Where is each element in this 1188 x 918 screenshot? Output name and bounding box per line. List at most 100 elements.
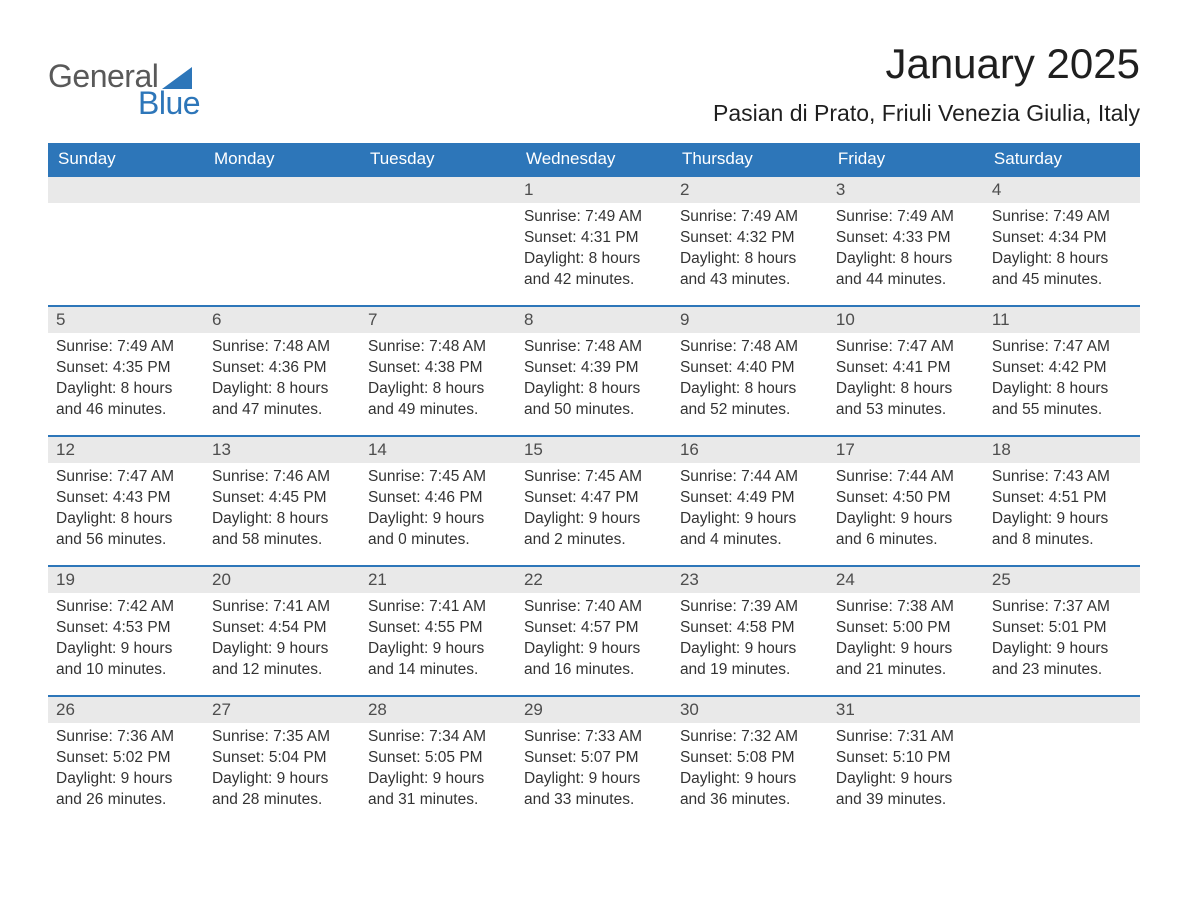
weekday-header: Friday xyxy=(828,143,984,176)
sunrise-value: 7:47 AM xyxy=(117,468,174,485)
day-details: Sunrise: 7:42 AMSunset: 4:53 PMDaylight:… xyxy=(48,593,204,689)
sunrise-line: Sunrise: 7:48 AM xyxy=(212,337,352,358)
daylight-hours: 9 xyxy=(277,770,286,787)
calendar-cell: 22Sunrise: 7:40 AMSunset: 4:57 PMDayligh… xyxy=(516,566,672,696)
sunrise-label: Sunrise: xyxy=(524,468,585,485)
sunrise-line: Sunrise: 7:47 AM xyxy=(56,467,196,488)
daylight-hours: 8 xyxy=(1057,380,1066,397)
daylight-label: Daylight: xyxy=(680,250,745,267)
daylight-hours: 8 xyxy=(277,510,286,527)
day-details: Sunrise: 7:41 AMSunset: 4:54 PMDaylight:… xyxy=(204,593,360,689)
sunrise-line: Sunrise: 7:32 AM xyxy=(680,727,820,748)
day-number-bar: 12 xyxy=(48,437,204,463)
daylight-label: Daylight: xyxy=(212,640,277,657)
calendar-cell: 27Sunrise: 7:35 AMSunset: 5:04 PMDayligh… xyxy=(204,696,360,826)
calendar-cell: 12Sunrise: 7:47 AMSunset: 4:43 PMDayligh… xyxy=(48,436,204,566)
daylight-hours: 9 xyxy=(745,770,754,787)
sunrise-line: Sunrise: 7:44 AM xyxy=(836,467,976,488)
calendar-cell: 4Sunrise: 7:49 AMSunset: 4:34 PMDaylight… xyxy=(984,176,1140,306)
calendar-cell: 29Sunrise: 7:33 AMSunset: 5:07 PMDayligh… xyxy=(516,696,672,826)
weekday-header: Monday xyxy=(204,143,360,176)
calendar-cell: 9Sunrise: 7:48 AMSunset: 4:40 PMDaylight… xyxy=(672,306,828,436)
sunrise-value: 7:41 AM xyxy=(429,598,486,615)
weekday-header: Sunday xyxy=(48,143,204,176)
day-number-bar: 27 xyxy=(204,697,360,723)
daylight-label: Daylight: xyxy=(524,510,589,527)
daylight-line: Daylight: 8 hoursand 46 minutes. xyxy=(56,379,196,421)
daylight-line: Daylight: 9 hoursand 4 minutes. xyxy=(680,509,820,551)
sunset-line: Sunset: 4:51 PM xyxy=(992,488,1132,509)
daylight-label: Daylight: xyxy=(212,380,277,397)
daylight-line: Daylight: 8 hoursand 47 minutes. xyxy=(212,379,352,421)
header: General Blue January 2025 Pasian di Prat… xyxy=(48,40,1140,137)
sunset-value: 5:05 PM xyxy=(425,749,483,766)
calendar-cell: 6Sunrise: 7:48 AMSunset: 4:36 PMDaylight… xyxy=(204,306,360,436)
daylight-line: Daylight: 9 hoursand 19 minutes. xyxy=(680,639,820,681)
sunset-label: Sunset: xyxy=(56,749,113,766)
day-number-bar: 25 xyxy=(984,567,1140,593)
sunrise-label: Sunrise: xyxy=(212,468,273,485)
sunrise-value: 7:45 AM xyxy=(585,468,642,485)
day-details: Sunrise: 7:47 AMSunset: 4:41 PMDaylight:… xyxy=(828,333,984,429)
sunrise-line: Sunrise: 7:46 AM xyxy=(212,467,352,488)
page-title: January 2025 xyxy=(713,40,1140,88)
daylight-minutes: 28 xyxy=(242,791,259,808)
daylight-line: Daylight: 9 hoursand 36 minutes. xyxy=(680,769,820,811)
day-details: Sunrise: 7:48 AMSunset: 4:39 PMDaylight:… xyxy=(516,333,672,429)
daylight-minutes: 55 xyxy=(1022,401,1039,418)
sunset-label: Sunset: xyxy=(56,619,113,636)
sunrise-value: 7:49 AM xyxy=(585,208,642,225)
sunrise-line: Sunrise: 7:42 AM xyxy=(56,597,196,618)
calendar-cell: 23Sunrise: 7:39 AMSunset: 4:58 PMDayligh… xyxy=(672,566,828,696)
sunrise-line: Sunrise: 7:48 AM xyxy=(368,337,508,358)
daylight-line: Daylight: 8 hoursand 53 minutes. xyxy=(836,379,976,421)
calendar-row: 12Sunrise: 7:47 AMSunset: 4:43 PMDayligh… xyxy=(48,436,1140,566)
sunset-line: Sunset: 4:43 PM xyxy=(56,488,196,509)
sunset-line: Sunset: 4:38 PM xyxy=(368,358,508,379)
daylight-label: Daylight: xyxy=(524,770,589,787)
weekday-header: Thursday xyxy=(672,143,828,176)
sunrise-label: Sunrise: xyxy=(56,598,117,615)
day-details: Sunrise: 7:44 AMSunset: 4:49 PMDaylight:… xyxy=(672,463,828,559)
sunrise-value: 7:48 AM xyxy=(273,338,330,355)
sunrise-label: Sunrise: xyxy=(836,598,897,615)
sunset-value: 4:32 PM xyxy=(737,229,795,246)
day-details: Sunrise: 7:35 AMSunset: 5:04 PMDaylight:… xyxy=(204,723,360,819)
day-details: Sunrise: 7:46 AMSunset: 4:45 PMDaylight:… xyxy=(204,463,360,559)
day-number-bar xyxy=(48,177,204,203)
daylight-minutes: 52 xyxy=(710,401,727,418)
sunrise-line: Sunrise: 7:41 AM xyxy=(212,597,352,618)
day-details: Sunrise: 7:44 AMSunset: 4:50 PMDaylight:… xyxy=(828,463,984,559)
daylight-minutes: 23 xyxy=(1022,661,1039,678)
day-number-bar: 4 xyxy=(984,177,1140,203)
daylight-line: Daylight: 8 hoursand 44 minutes. xyxy=(836,249,976,291)
daylight-label: Daylight: xyxy=(992,250,1057,267)
daylight-minutes: 56 xyxy=(86,531,103,548)
calendar-cell: 2Sunrise: 7:49 AMSunset: 4:32 PMDaylight… xyxy=(672,176,828,306)
day-details: Sunrise: 7:47 AMSunset: 4:43 PMDaylight:… xyxy=(48,463,204,559)
calendar-body: 1Sunrise: 7:49 AMSunset: 4:31 PMDaylight… xyxy=(48,176,1140,826)
daylight-label: Daylight: xyxy=(368,380,433,397)
sunset-value: 5:07 PM xyxy=(581,749,639,766)
daylight-line: Daylight: 8 hoursand 56 minutes. xyxy=(56,509,196,551)
daylight-label: Daylight: xyxy=(992,510,1057,527)
sunrise-value: 7:41 AM xyxy=(273,598,330,615)
calendar-cell: 15Sunrise: 7:45 AMSunset: 4:47 PMDayligh… xyxy=(516,436,672,566)
daylight-minutes: 0 xyxy=(398,531,407,548)
day-details: Sunrise: 7:49 AMSunset: 4:34 PMDaylight:… xyxy=(984,203,1140,299)
daylight-hours: 8 xyxy=(901,250,910,267)
sunrise-line: Sunrise: 7:35 AM xyxy=(212,727,352,748)
daylight-label: Daylight: xyxy=(524,640,589,657)
sunrise-label: Sunrise: xyxy=(212,728,273,745)
sunrise-line: Sunrise: 7:49 AM xyxy=(836,207,976,228)
sunset-line: Sunset: 4:50 PM xyxy=(836,488,976,509)
day-number-bar xyxy=(204,177,360,203)
weekday-header: Saturday xyxy=(984,143,1140,176)
sunset-value: 4:41 PM xyxy=(893,359,951,376)
sunrise-line: Sunrise: 7:48 AM xyxy=(680,337,820,358)
sunrise-label: Sunrise: xyxy=(524,598,585,615)
daylight-minutes: 45 xyxy=(1022,271,1039,288)
daylight-minutes: 21 xyxy=(866,661,883,678)
daylight-minutes: 33 xyxy=(554,791,571,808)
day-number-bar: 21 xyxy=(360,567,516,593)
